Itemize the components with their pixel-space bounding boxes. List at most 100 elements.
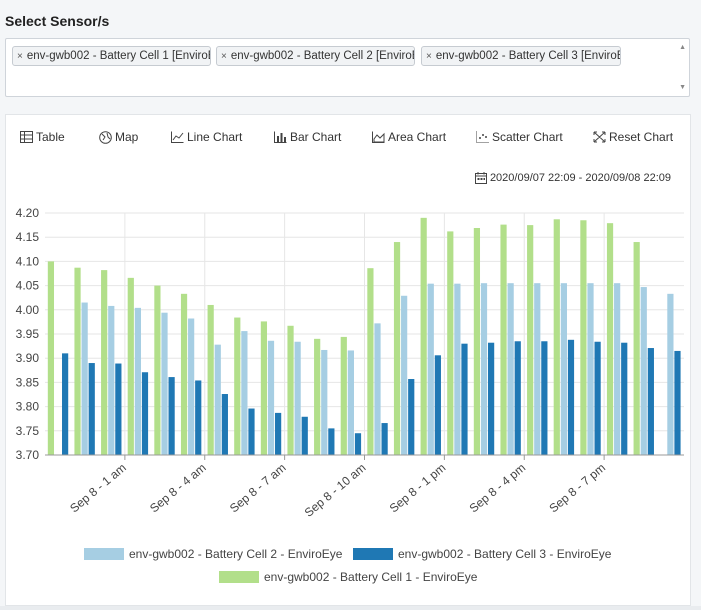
calendar-icon — [474, 172, 487, 184]
globe-icon — [99, 130, 112, 144]
bar-cell1 — [473, 228, 481, 455]
bar-chart-button[interactable]: Bar Chart — [274, 130, 341, 144]
remove-chip-icon[interactable]: × — [17, 51, 23, 62]
scroll-up-icon[interactable]: ▲ — [679, 44, 686, 51]
chart-toolbar: Table Map Line Chart Bar Chart Area Char… — [0, 130, 701, 146]
scatter-chart-button[interactable]: Scatter Chart — [476, 130, 563, 144]
battery-bar-chart: 4.20 4.15 4.10 4.05 4.00 3.95 3.90 3.85 3.80 3.75… — [16, 206, 684, 520]
scatter-chart-icon — [476, 131, 489, 143]
bar-cell1 — [154, 285, 161, 455]
bar-cell2 — [667, 293, 674, 455]
table-icon — [20, 131, 33, 143]
bar-cell1 — [420, 217, 427, 455]
sensor-chip-cell-2[interactable]: × env-gwb002 - Battery Cell 2 [EnviroEye] — [216, 46, 415, 66]
x-tick-label: Sep 8 - 4 am — [147, 461, 209, 516]
bar-cell2 — [401, 295, 408, 455]
scatter-chart-label: Scatter Chart — [492, 130, 563, 144]
bar-cell3 — [301, 416, 308, 455]
bar-cell3 — [195, 380, 202, 455]
bar-cell1 — [47, 261, 55, 455]
bar-cell3 — [461, 343, 468, 455]
bar-cell3 — [328, 428, 335, 455]
x-tick-label: Sep 8 - 1 pm — [387, 461, 449, 516]
legend-label: env-gwb002 - Battery Cell 3 - EnviroEye — [398, 547, 612, 561]
reset-chart-button[interactable]: Reset Chart — [593, 130, 673, 144]
bar-cell2 — [241, 331, 248, 455]
bar-cell1 — [101, 270, 108, 455]
bar-cell2 — [347, 350, 354, 455]
bar-cell1 — [447, 231, 454, 455]
bar-cell1 — [340, 336, 347, 455]
bar-cell3 — [141, 372, 149, 455]
legend-label: env-gwb002 - Battery Cell 1 - EnviroEye — [264, 570, 478, 584]
scroll-down-icon[interactable]: ▼ — [679, 84, 686, 91]
bar-chart-icon — [274, 131, 287, 143]
bar-cell3 — [381, 423, 388, 455]
table-label: Table — [36, 130, 65, 144]
legend-item-cell1[interactable]: env-gwb002 - Battery Cell 1 - EnviroEye — [219, 570, 477, 584]
chip-label: env-gwb002 - Battery Cell 2 [EnviroEye] — [230, 50, 415, 62]
bar-cell3 — [488, 342, 495, 455]
y-tick-label: 3.70 — [16, 448, 40, 462]
bar-cell1 — [500, 224, 507, 455]
table-button[interactable]: Table — [20, 130, 65, 144]
bar-cell3 — [408, 379, 415, 455]
bar-cell3 — [168, 377, 175, 455]
bar-cell2 — [640, 287, 647, 455]
bar-chart-label: Bar Chart — [290, 130, 342, 144]
bar-cell1 — [260, 321, 268, 455]
y-tick-label: 3.80 — [16, 400, 40, 414]
bar-cell2 — [374, 323, 381, 455]
bar-cell1 — [633, 242, 640, 455]
bar-cell1 — [287, 325, 294, 455]
bar-cell3 — [88, 363, 95, 455]
bar-cell1 — [580, 220, 587, 455]
bar-cell3 — [354, 433, 362, 455]
bottom-scrollbar[interactable] — [0, 606, 701, 610]
bar-cell1 — [207, 304, 214, 455]
x-axis: Sep 8 - 1 am Sep 8 - 4 am Sep 8 - 7 am Sep … — [45, 454, 684, 520]
line-chart-button[interactable]: Line Chart — [171, 130, 242, 144]
remove-chip-icon[interactable]: × — [221, 51, 227, 62]
bar-cell2 — [267, 340, 275, 455]
x-tick-label: Sep 8 - 7 pm — [546, 461, 608, 516]
bar-cell1 — [527, 225, 534, 455]
y-axis: 4.20 4.15 4.10 4.05 4.00 3.95 3.90 3.85 3.80 3.75… — [16, 206, 40, 462]
map-button[interactable]: Map — [99, 130, 138, 144]
area-chart-button[interactable]: Area Chart — [372, 130, 446, 144]
x-tick-label: Sep 8 - 7 am — [227, 461, 289, 516]
sensor-chip-cell-3[interactable]: × env-gwb002 - Battery Cell 3 [EnviroEye] — [421, 46, 621, 66]
date-range-picker[interactable]: 2020/09/07 22:09 - 2020/09/08 22:09 — [474, 172, 671, 184]
y-tick-label: 4.10 — [16, 254, 40, 268]
bar-cell2 — [161, 312, 168, 455]
chip-label: env-gwb002 - Battery Cell 1 [EnviroEye] — [26, 50, 211, 62]
bar-cell2 — [534, 283, 541, 455]
y-tick-label: 3.85 — [16, 375, 40, 389]
bar-cell2 — [134, 307, 141, 455]
reset-chart-label: Reset Chart — [609, 130, 674, 144]
bar-cell3 — [674, 350, 681, 455]
bar-cell1 — [367, 268, 374, 455]
bar-cell1 — [606, 223, 614, 455]
bar-cell3 — [275, 412, 282, 455]
bar-cell3 — [221, 394, 228, 455]
legend-label: env-gwb002 - Battery Cell 2 - EnviroEye — [129, 547, 343, 561]
date-range-text: 2020/09/07 22:09 - 2020/09/08 22:09 — [489, 172, 671, 184]
sensor-chip-cell-1[interactable]: × env-gwb002 - Battery Cell 1 [EnviroEye] — [12, 46, 211, 66]
bar-cell2 — [587, 283, 594, 455]
map-label: Map — [115, 130, 139, 144]
bar-cell1 — [74, 267, 81, 455]
bar-cell2 — [454, 283, 461, 455]
bar-cell3 — [514, 341, 521, 455]
y-tick-label: 4.05 — [16, 279, 40, 293]
y-tick-label: 3.90 — [16, 351, 40, 365]
x-tick-label: Sep 8 - 10 am — [302, 461, 369, 520]
bar-cell2 — [480, 283, 488, 455]
legend-item-cell3[interactable]: env-gwb002 - Battery Cell 3 - EnviroEye — [353, 547, 611, 561]
sensor-multiselect[interactable]: × env-gwb002 - Battery Cell 1 [EnviroEye]… — [5, 38, 690, 97]
legend-swatch — [84, 548, 124, 560]
legend-item-cell2[interactable]: env-gwb002 - Battery Cell 2 - EnviroEye — [84, 547, 342, 561]
bar-cell2 — [294, 341, 301, 455]
remove-chip-icon[interactable]: × — [426, 51, 432, 62]
bar-cell2 — [560, 283, 567, 455]
